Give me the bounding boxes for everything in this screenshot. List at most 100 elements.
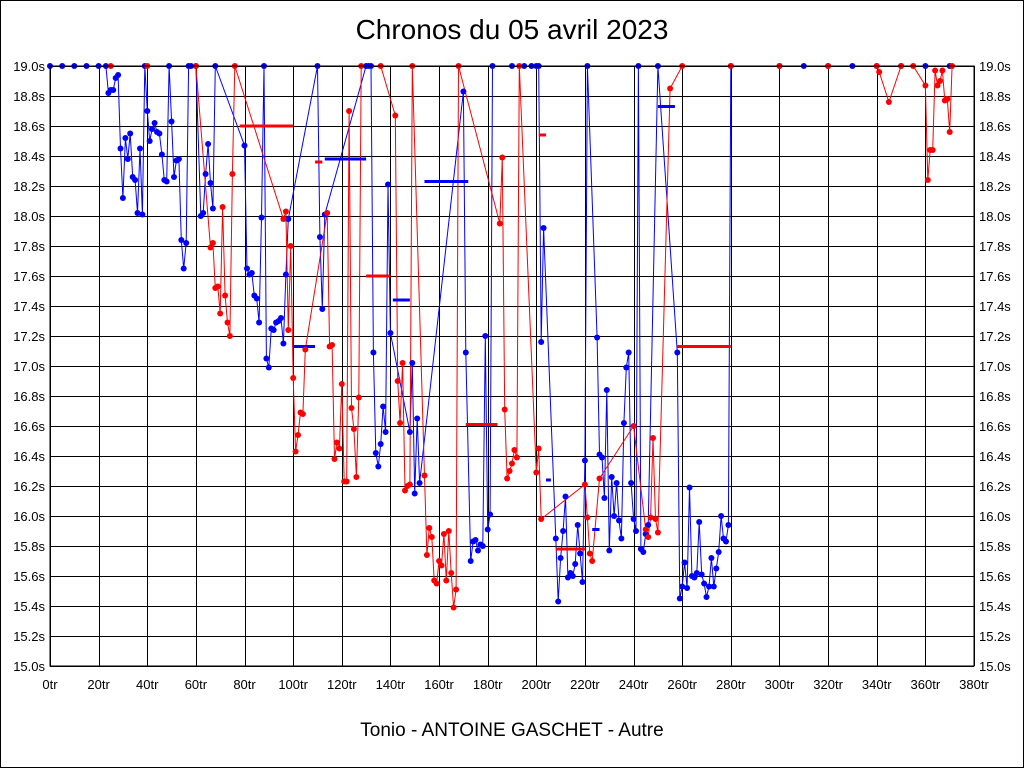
data-point — [572, 561, 579, 567]
y-tick-label-right: 17.4s — [979, 299, 1011, 314]
y-tick-label-right: 15.4s — [979, 599, 1011, 614]
data-point — [399, 360, 406, 366]
data-point — [244, 265, 250, 272]
data-point — [302, 346, 309, 353]
data-point — [119, 195, 126, 201]
data-point — [713, 565, 720, 572]
data-point — [353, 474, 360, 480]
y-tick-label-left: 15.2s — [13, 629, 45, 644]
data-point — [944, 96, 951, 102]
data-point — [623, 364, 630, 371]
x-tick-label: 340tr — [862, 677, 892, 692]
y-tick-label-left: 17.2s — [13, 329, 45, 344]
data-point — [939, 67, 946, 74]
data-point — [263, 355, 270, 362]
data-point — [676, 595, 683, 602]
x-tick-label: 360tr — [911, 677, 941, 692]
data-point — [723, 538, 729, 545]
x-tick-label: 60tr — [185, 677, 208, 692]
x-tick-label: 80tr — [233, 677, 256, 692]
y-tick-label-left: 16.0s — [13, 509, 45, 524]
data-point — [628, 480, 635, 486]
data-point — [574, 522, 581, 528]
x-tick-labels: 0tr 20tr 40tr 60tr 80tr 100tr 120tr 140tr 160tr 1… — [42, 677, 989, 692]
y-tick-label-left: 18.8s — [13, 89, 45, 104]
data-point — [934, 82, 941, 89]
data-point — [453, 586, 460, 593]
data-point — [248, 270, 255, 276]
data-point — [555, 598, 562, 605]
data-point — [589, 558, 596, 564]
data-point — [282, 208, 289, 215]
data-point — [616, 517, 622, 524]
data-point — [287, 243, 294, 249]
data-point — [569, 573, 576, 579]
data-point — [606, 547, 613, 554]
data-point — [620, 420, 627, 426]
y-tick-label-right: 18.6s — [979, 119, 1011, 134]
data-point — [640, 549, 647, 555]
data-point — [278, 315, 284, 321]
data-point — [535, 445, 542, 452]
y-tick-label-right: 15.8s — [979, 539, 1011, 554]
grid-layer — [50, 66, 975, 667]
data-point — [329, 342, 336, 348]
y-tick-label-left: 18.2s — [13, 179, 45, 194]
data-point — [146, 138, 153, 144]
data-point — [137, 145, 143, 152]
data-point — [375, 463, 382, 470]
x-tick-label: 0tr — [42, 677, 58, 692]
data-point — [686, 484, 693, 491]
data-point — [462, 349, 469, 356]
data-point — [693, 570, 700, 576]
y-tick-label-right: 18.0s — [979, 209, 1011, 224]
data-point — [217, 310, 224, 317]
x-tick-label: 40tr — [136, 677, 159, 692]
data-point — [929, 147, 936, 153]
data-point — [684, 585, 691, 591]
x-tick-label: 140tr — [376, 677, 406, 692]
y-tick-label-right: 19.0s — [979, 59, 1011, 74]
y-tick-label-right: 17.8s — [979, 239, 1011, 254]
data-point — [579, 579, 586, 585]
data-point — [406, 429, 413, 435]
data-point — [406, 481, 413, 488]
data-point — [319, 306, 326, 312]
data-point — [594, 334, 601, 341]
x-tick-label: 180tr — [473, 677, 503, 692]
y-tick-label-left: 17.0s — [13, 359, 45, 374]
data-point — [876, 69, 883, 75]
data-point — [285, 216, 292, 222]
plot-area-border — [49, 65, 975, 667]
data-point — [285, 327, 292, 333]
y-tick-label-right: 18.2s — [979, 179, 1011, 194]
data-point — [703, 594, 710, 600]
data-point — [139, 211, 146, 218]
data-point — [667, 85, 674, 92]
data-point — [596, 475, 603, 482]
data-point — [552, 535, 559, 542]
data-point — [681, 559, 688, 566]
data-point — [299, 411, 306, 417]
data-point — [122, 135, 129, 141]
x-tick-label: 260tr — [667, 677, 697, 692]
data-point — [647, 514, 654, 521]
data-point — [265, 364, 272, 371]
data-point — [127, 130, 134, 137]
data-point — [414, 415, 421, 422]
data-point — [922, 82, 929, 89]
data-point — [586, 550, 593, 557]
data-point — [484, 526, 491, 533]
data-point — [642, 526, 649, 533]
y-tick-label-left: 16.2s — [13, 479, 45, 494]
y-tick-label-left: 16.6s — [13, 419, 45, 434]
average-segments — [239, 105, 731, 551]
data-point — [282, 271, 289, 278]
data-point — [513, 454, 520, 461]
y-tick-label-left: 19.0s — [13, 59, 45, 74]
y-tick-label-right: 15.2s — [979, 629, 1011, 644]
data-point — [581, 481, 588, 488]
data-point — [241, 142, 248, 149]
data-point — [428, 534, 435, 540]
